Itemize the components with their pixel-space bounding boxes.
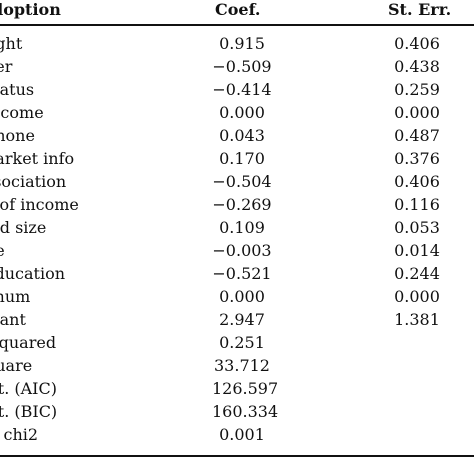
row-st-err: 0.406 bbox=[394, 34, 440, 53]
row-coef: −0.269 bbox=[212, 195, 272, 214]
row-label: narket info bbox=[0, 149, 75, 168]
row-coef: −0.504 bbox=[212, 172, 272, 191]
row-st-err: 1.381 bbox=[394, 310, 440, 329]
row-coef: 0.000 bbox=[219, 103, 265, 122]
row-st-err: 0.487 bbox=[394, 126, 440, 145]
table-row: > chi2 0.001 bbox=[0, 423, 474, 446]
row-st-err: 0.376 bbox=[394, 149, 440, 168]
row-st-err: 0.244 bbox=[394, 264, 440, 283]
row-coef: −0.414 bbox=[212, 80, 272, 99]
row-coef: 160.334 bbox=[212, 402, 279, 421]
row-label: education bbox=[0, 264, 65, 283]
row-st-err: 0.406 bbox=[394, 172, 440, 191]
row-coef: 0.043 bbox=[219, 126, 265, 145]
table-row: rit. (BIC) 160.334 bbox=[0, 400, 474, 423]
header-rule bbox=[0, 24, 474, 26]
row-coef: 2.947 bbox=[219, 310, 265, 329]
table-row: rit. (AIC) 126.597 bbox=[0, 377, 474, 400]
table-row: income 0.000 0.000 bbox=[0, 101, 474, 124]
table-row: ught 0.915 0.406 bbox=[0, 32, 474, 55]
table-row: quare 33.712 bbox=[0, 354, 474, 377]
row-coef: 126.597 bbox=[212, 379, 279, 398]
table-row: -squared 0.251 bbox=[0, 331, 474, 354]
row-label: rit. (BIC) bbox=[0, 402, 58, 421]
table-row: status −0.414 0.259 bbox=[0, 78, 474, 101]
row-label: -squared bbox=[0, 333, 57, 352]
row-coef: 0.109 bbox=[219, 218, 265, 237]
row-coef: −0.521 bbox=[212, 264, 272, 283]
table-row: narket info 0.170 0.376 bbox=[0, 147, 474, 170]
row-coef: 0.001 bbox=[219, 425, 265, 444]
row-coef: 0.000 bbox=[219, 287, 265, 306]
table-row: education −0.521 0.244 bbox=[0, 262, 474, 285]
row-st-err: 0.000 bbox=[394, 287, 440, 306]
row-coef: −0.509 bbox=[212, 57, 272, 76]
bottom-rule bbox=[0, 455, 474, 457]
row-label: status bbox=[0, 80, 35, 99]
row-label: ssociation bbox=[0, 172, 67, 191]
row-label: > chi2 bbox=[0, 425, 39, 444]
header-coef: Coef. bbox=[215, 0, 261, 19]
row-st-err: 0.053 bbox=[394, 218, 440, 237]
header-st-err: St. Err. bbox=[388, 0, 452, 19]
table-row: phone 0.043 0.487 bbox=[0, 124, 474, 147]
row-coef: −0.003 bbox=[212, 241, 272, 260]
table-row: stant 2.947 1.381 bbox=[0, 308, 474, 331]
row-coef: 0.915 bbox=[219, 34, 265, 53]
row-label: rit. (AIC) bbox=[0, 379, 57, 398]
table-row: ssociation −0.504 0.406 bbox=[0, 170, 474, 193]
row-coef: 0.251 bbox=[219, 333, 265, 352]
row-label: e of income bbox=[0, 195, 79, 214]
row-st-err: 0.259 bbox=[394, 80, 440, 99]
row-label: ught bbox=[0, 34, 23, 53]
row-st-err: 0.014 bbox=[394, 241, 440, 260]
row-label: income bbox=[0, 103, 44, 122]
row-label: ge bbox=[0, 239, 5, 262]
row-coef: 33.712 bbox=[214, 356, 270, 375]
table-body: ught 0.915 0.406 der −0.509 0.438 status −0.414… bbox=[0, 32, 474, 446]
table-header-row: doption Coef. St. Err. bbox=[0, 0, 474, 22]
table-row: der −0.509 0.438 bbox=[0, 55, 474, 78]
row-st-err: 0.438 bbox=[394, 57, 440, 76]
row-st-err: 0.000 bbox=[394, 103, 440, 122]
table-row: anum 0.000 0.000 bbox=[0, 285, 474, 308]
row-coef: 0.170 bbox=[219, 149, 265, 168]
row-label: anum bbox=[0, 287, 31, 306]
row-st-err: 0.116 bbox=[394, 195, 440, 214]
row-label: der bbox=[0, 57, 13, 76]
table-row: e of income −0.269 0.116 bbox=[0, 193, 474, 216]
table-row: old size 0.109 0.053 bbox=[0, 216, 474, 239]
row-label: old size bbox=[0, 218, 47, 237]
header-variable: doption bbox=[0, 0, 61, 19]
row-label: phone bbox=[0, 126, 35, 145]
row-label: quare bbox=[0, 356, 33, 375]
row-label: stant bbox=[0, 310, 26, 329]
table-row: ge −0.003 0.014 bbox=[0, 239, 474, 262]
